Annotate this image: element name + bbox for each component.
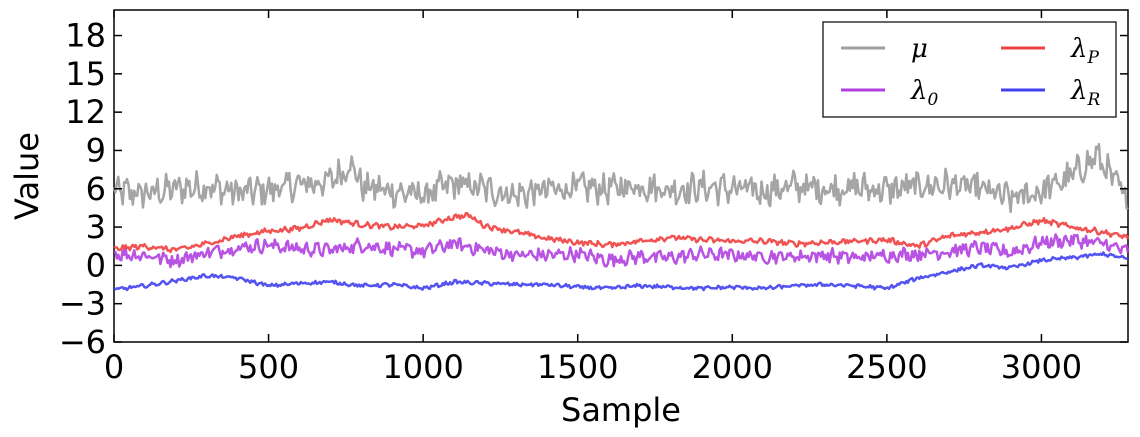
x-tick-label: 0 <box>104 348 124 386</box>
series-line-2 <box>113 233 1130 269</box>
series-line-1 <box>112 142 1129 214</box>
y-tick-label: 9 <box>86 131 106 169</box>
x-axis-label: Sample <box>561 391 681 429</box>
series-line-4 <box>113 251 1129 292</box>
x-tick-label: 1000 <box>382 348 463 386</box>
x-axis-ticks: 0 500 1000 1500 2000 2500 3000 <box>104 10 1082 386</box>
x-tick-label: 2500 <box>846 348 927 386</box>
legend-box <box>822 21 1117 118</box>
x-tick-label: 3000 <box>1001 348 1082 386</box>
series-group <box>112 142 1130 292</box>
y-tick-label: 6 <box>86 170 106 208</box>
y-tick-label: −6 <box>59 323 106 361</box>
y-tick-label: 0 <box>86 246 106 284</box>
x-tick-label: 500 <box>238 348 299 386</box>
legend-label: μ <box>911 34 928 64</box>
plot-frame <box>113 9 1129 343</box>
legend-label: λR <box>1070 76 1100 110</box>
y-tick-label: 15 <box>65 55 106 93</box>
y-tick-label: 3 <box>86 208 106 246</box>
y-tick-label: 18 <box>65 17 106 55</box>
y-axis-label: Value <box>8 132 46 220</box>
x-tick-label: 1500 <box>537 348 618 386</box>
x-tick-label: 2000 <box>692 348 773 386</box>
y-tick-label: −3 <box>59 285 106 323</box>
y-tick-label: 12 <box>65 93 106 131</box>
series-line-3 <box>113 211 1130 254</box>
